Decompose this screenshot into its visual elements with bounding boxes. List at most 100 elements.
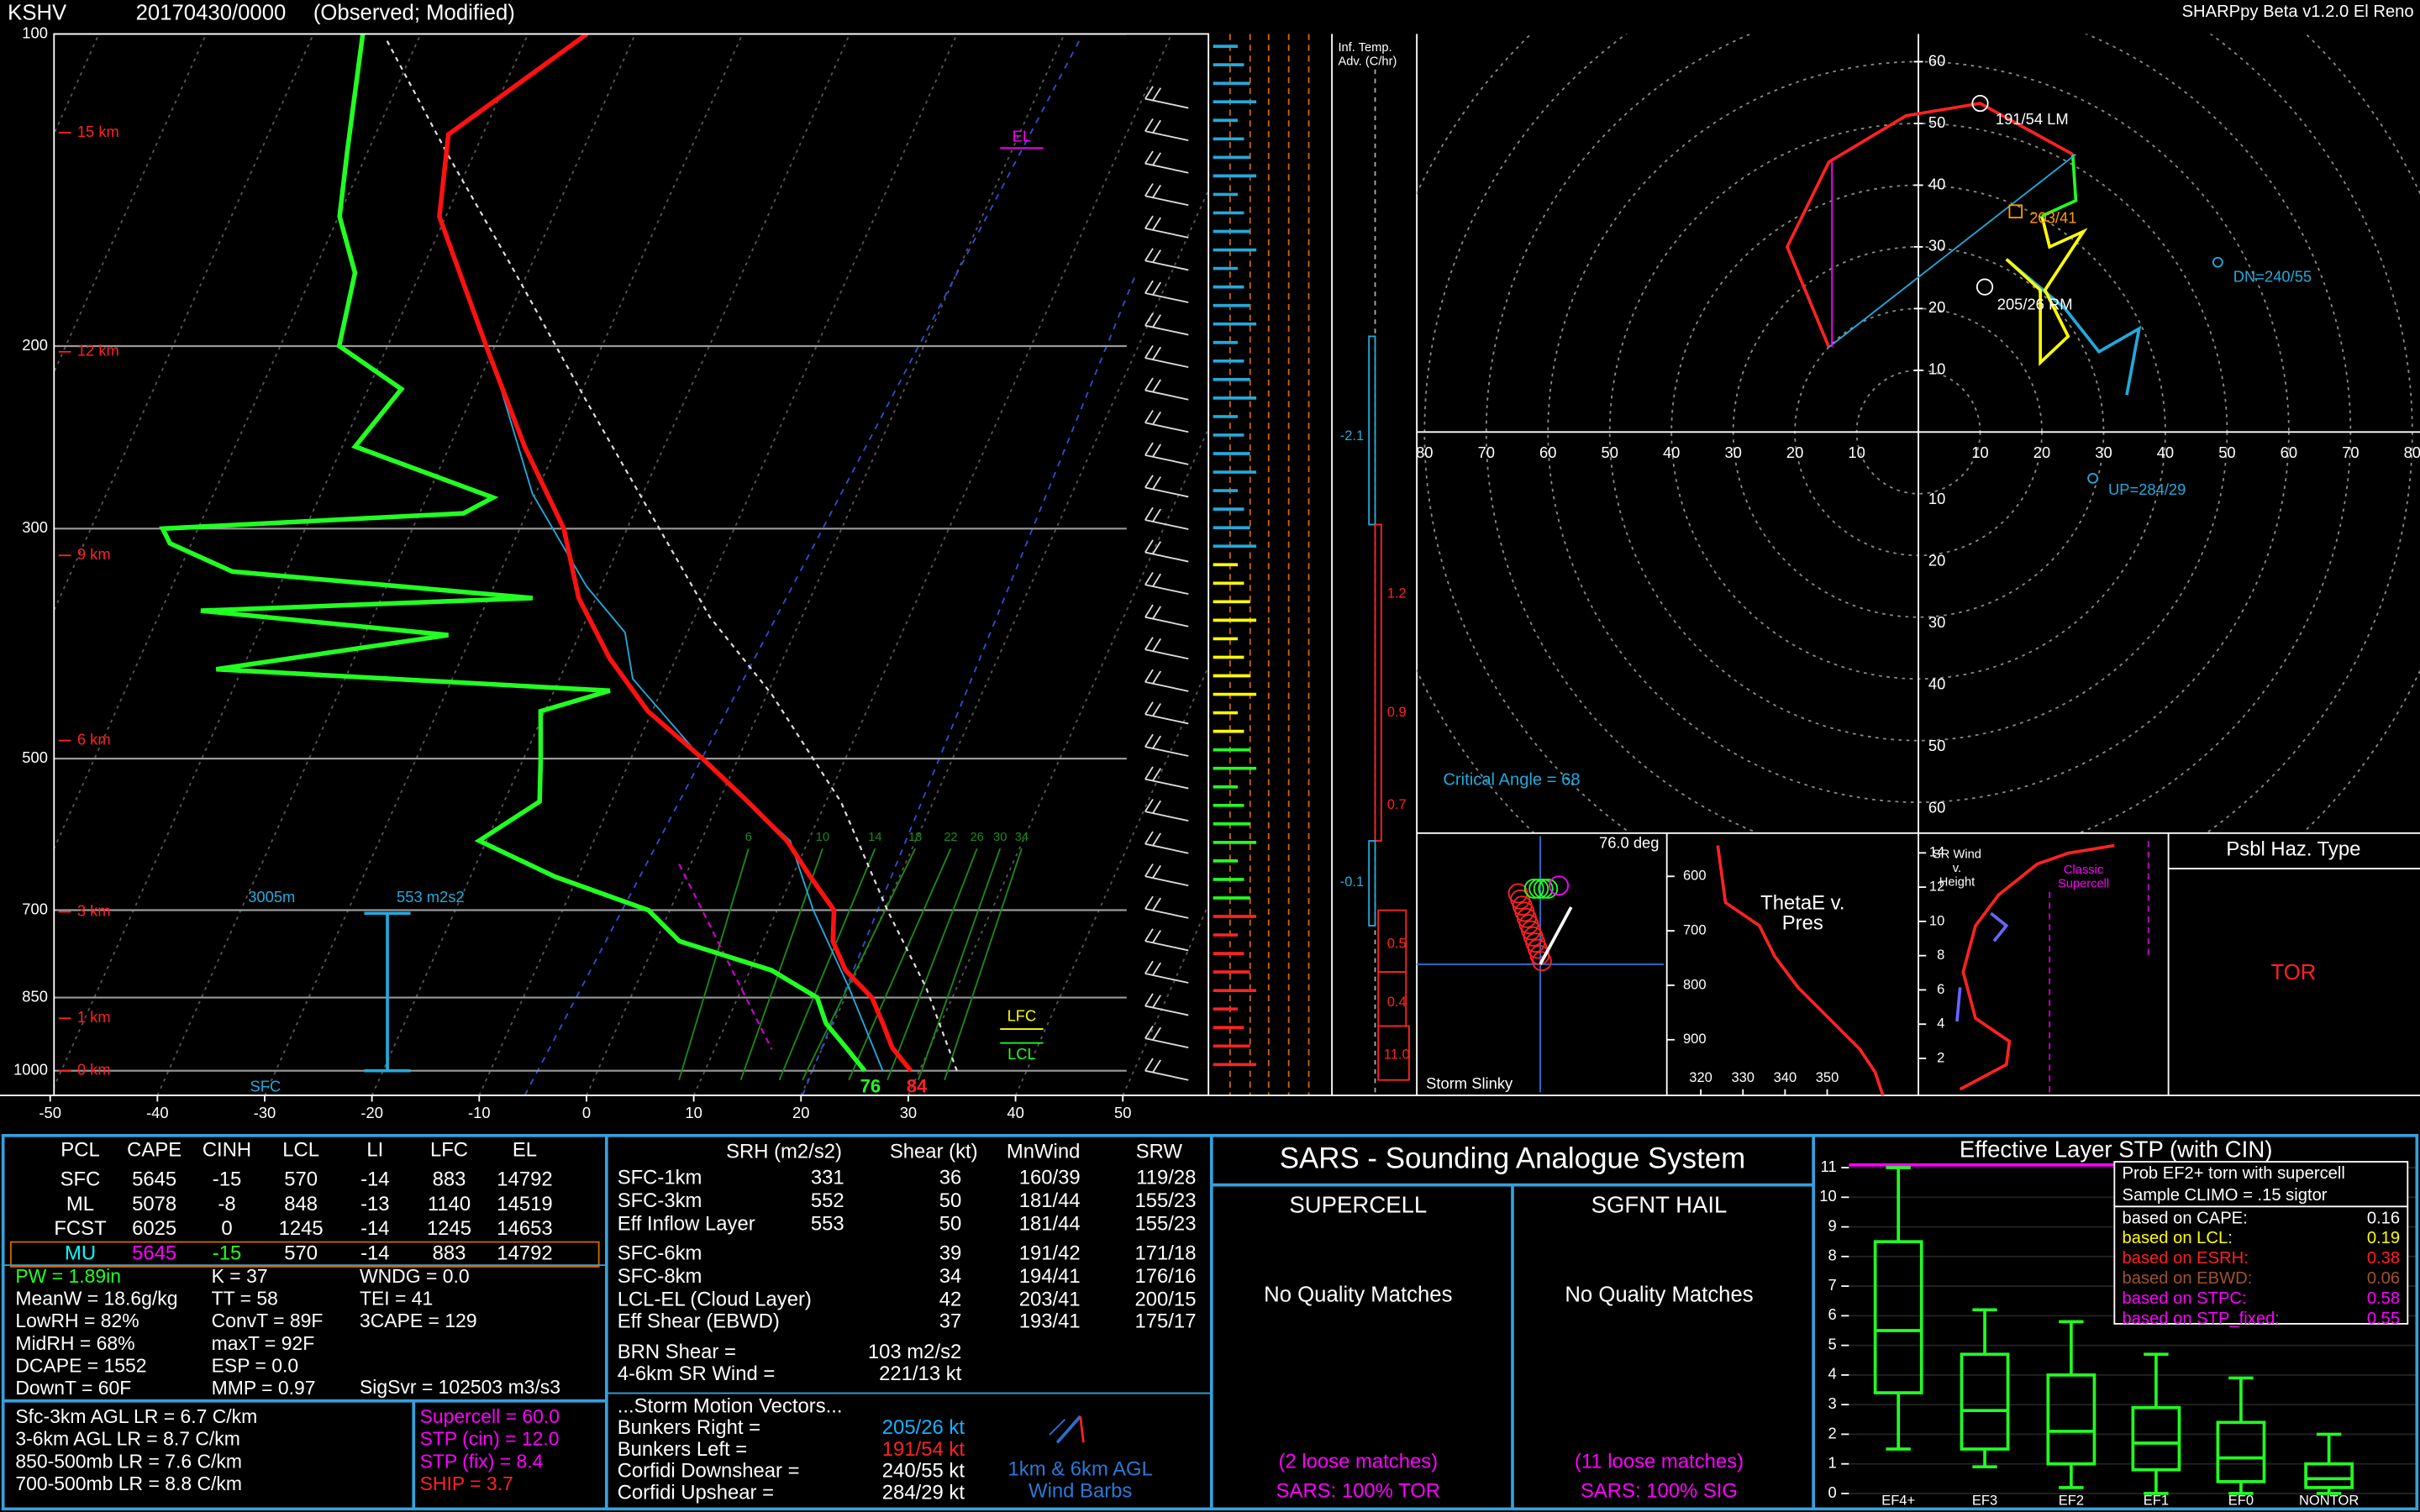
box [1960,1352,2010,1451]
wind-barb [1152,735,1162,749]
legend-label: based on STPC: [2123,1289,2247,1308]
ring-label: 30 [1724,444,1741,461]
srwind-trace [1955,987,1962,1022]
stp-tick-label: 9 [1828,1216,1836,1234]
wind-barb [1152,995,1162,1008]
parcel-cell: -14 [360,1242,389,1265]
wind-barb [1144,551,1189,563]
srw-label: 4-6km SR Wind = [618,1362,776,1385]
advection-value: 1.2 [1387,585,1407,601]
legend-climo: Sample CLIMO = .15 sigtor [2123,1186,2328,1205]
ring-label: 50 [2218,444,2235,461]
shear: 39 [939,1242,962,1265]
hodo-trace [2005,215,2088,366]
wind-barb [1152,184,1162,198]
wind-barb [1144,928,1154,942]
isotherm [908,426,1209,1096]
parcel-cell: 848 [284,1193,318,1215]
wind-barb [1144,584,1189,596]
wind-barb [1144,162,1189,174]
srw-value: 221/13 kt [879,1362,962,1385]
parcel-cell: 570 [284,1168,318,1190]
index: maxT = 92F [212,1332,315,1354]
wind-barb [1144,475,1154,488]
wind-barb [1144,843,1189,854]
mixing-ratio-line [802,848,917,1081]
shear: 34 [939,1265,962,1288]
ring-label: 50 [1928,737,1945,754]
wind-barb [1144,766,1154,780]
index: 3CAPE = 129 [360,1310,477,1331]
wind-barb [1144,195,1189,207]
height-label: 1 km [77,1008,111,1026]
surface-dewpoint: 76 [860,1076,881,1097]
ring-label: 70 [1478,444,1495,461]
parcel-cell: -8 [218,1193,235,1215]
ring-label: 40 [1663,444,1680,461]
storm-relative-wind: 175/17 [1134,1310,1196,1332]
wind-barb [1144,357,1189,369]
advection-value: -2.1 [1340,428,1364,444]
parcel-header: EL [513,1139,537,1162]
temperature-label: 20 [792,1104,809,1121]
parcel-cell: 570 [284,1242,318,1265]
mixing-ratio-label: 6 [745,831,752,844]
temperature-trace [437,34,913,1073]
parcel-header: CAPE [127,1139,182,1162]
lcl-label: LCL [1007,1045,1036,1063]
wind-barb [1144,864,1154,877]
layer-name: Eff Inflow Layer [618,1213,755,1236]
srwind-height: 12 [1929,878,1944,894]
wind-barb [1144,227,1189,239]
layer-name: Eff Shear (EBWD) [618,1310,780,1332]
wind-barb [1144,713,1189,725]
legend-label: based on EBWD: [2123,1269,2253,1288]
temperature-label: 50 [1114,1104,1131,1121]
legend-value: 0.16 [2367,1209,2400,1227]
box [1873,1240,1923,1394]
stp-tick-label: 11 [1821,1158,1837,1175]
wind-barb [1144,701,1154,715]
parcel-cell: 5645 [132,1168,176,1190]
srh: 331 [811,1167,844,1189]
wind-barb [1144,811,1189,822]
ring-label: 40 [1928,675,1945,692]
wind-barb [1152,217,1162,231]
stp-tick-label: 10 [1819,1187,1836,1205]
height-label: 15 km [77,123,119,140]
wind-barb [1144,616,1189,627]
advection-value: 0.4 [1387,994,1407,1010]
wind-barb [1144,539,1154,554]
parcel-cell: 883 [433,1168,466,1190]
storm-relative-wind: 176/16 [1134,1265,1196,1288]
slinky-ring [1507,883,1528,904]
stp-legend [2113,1161,2409,1325]
dewpoint-trace [159,34,867,1073]
hazard-title: Psbl Haz. Type [2226,837,2360,860]
storm-relative-wind: 155/23 [1134,1189,1196,1212]
barb-icon [1055,1415,1082,1444]
slinky-ring [1549,875,1570,896]
critical-angle: Critical Angle = 68 [1443,771,1580,790]
temperature-label: 30 [900,1104,917,1121]
legend-title: Prob EF2+ torn with supercell [2123,1164,2345,1183]
wind-barb [1144,1025,1154,1039]
index: TEI = 41 [360,1288,433,1310]
wind-barb [1152,800,1162,814]
pressure-label: 500 [22,748,48,766]
eff-layer-bottom: SFC [250,1078,281,1095]
sars-quality: No Quality Matches [1565,1284,1753,1307]
storm-motion-line [1828,153,2076,348]
advection-bar [1377,1025,1410,1081]
stp-tick-label: 5 [1828,1335,1836,1352]
storm-relative-wind: 200/15 [1134,1289,1196,1311]
isotherm [54,34,529,1089]
wind-barb [1144,377,1154,391]
advection-value: -0.1 [1340,874,1364,890]
wind-barb [1144,519,1189,530]
thetae-x-label: 330 [1731,1069,1754,1085]
lapse-rate: 850-500mb LR = 7.6 C/km [15,1450,242,1472]
ring-label: 50 [1602,444,1618,461]
sars-quality: No Quality Matches [1264,1284,1452,1307]
